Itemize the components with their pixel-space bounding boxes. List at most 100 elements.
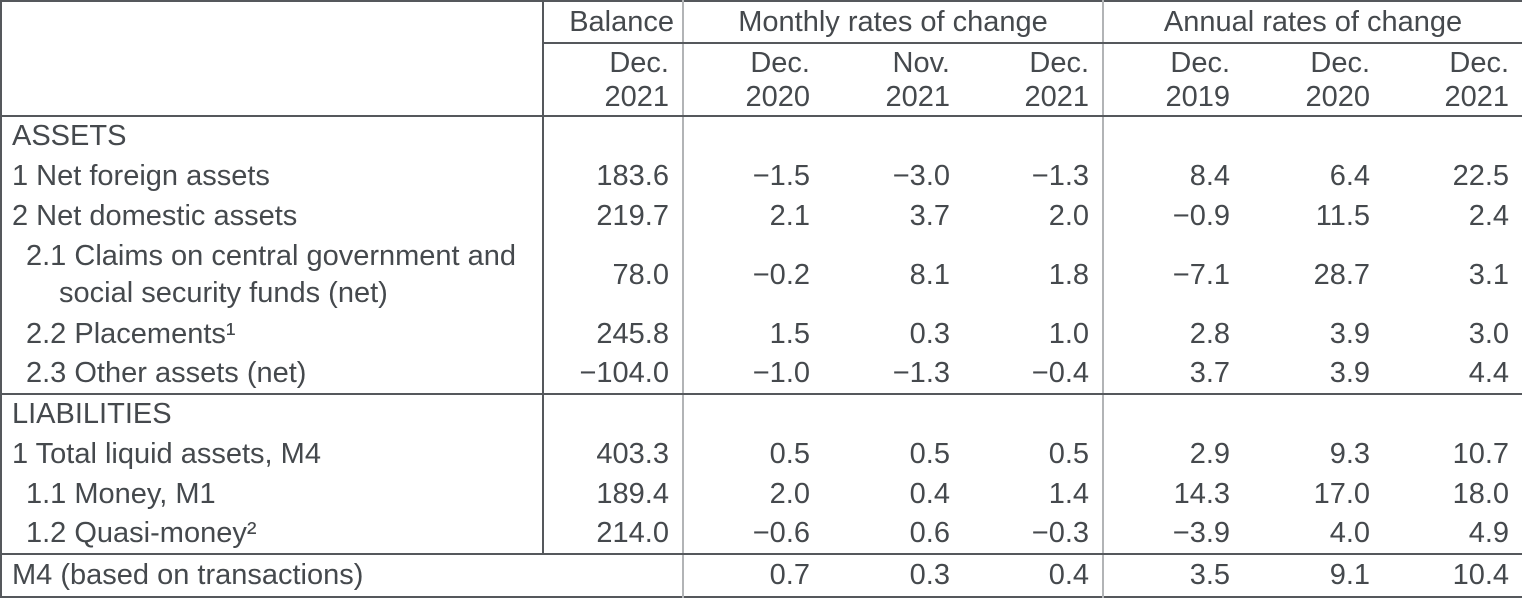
- period-month: Nov.: [892, 46, 950, 79]
- cell-rate: −3.9: [1103, 514, 1244, 555]
- cell-rate: 3.5: [1189, 559, 1231, 591]
- empty-cell: [963, 394, 1105, 434]
- period-year: 2021: [1444, 80, 1510, 113]
- table-row-quasi-money: 1.2 Quasi-money² 214.0 −0.6 0.6 −0.3 −3.…: [1, 514, 1522, 555]
- cell-rate: −0.4: [963, 354, 1105, 395]
- cell-rate: 10.7: [1452, 437, 1510, 470]
- section-row-liabilities: LIABILITIES: [1, 394, 1522, 434]
- column-header-balance: Balance: [543, 1, 684, 44]
- cell-rate: 1.0: [963, 314, 1105, 354]
- period-header-balance-dec-2021: Dec. 2021: [543, 43, 684, 117]
- header-period-row: Dec. 2021 Dec. 2020 Nov. 2021 Dec. 2021 …: [1, 43, 1522, 117]
- empty-cell: [683, 116, 823, 156]
- period-header-annual-dec-2020: Dec. 2020: [1243, 43, 1384, 117]
- cell-rate: 1.4: [963, 474, 1105, 514]
- period-header-monthly-dec-2021: Dec. 2021: [963, 43, 1105, 117]
- cell-rate: −0.3: [963, 514, 1105, 555]
- cell-rate: 0.5: [769, 437, 810, 470]
- cell-rate: 9.3: [1329, 437, 1371, 470]
- empty-cell: [1383, 394, 1522, 434]
- table-row-net-foreign-assets: 1 Net foreign assets 183.6 −1.5 −3.0 −1.…: [1, 156, 1522, 196]
- cell-rate: 0.5: [909, 437, 950, 470]
- cell-rate: −1.3: [823, 354, 963, 395]
- table-row-money-m1: 1.1 Money, M1 189.4 2.0 0.4 1.4 14.3 17.…: [1, 474, 1522, 514]
- cell-rate: 0.3: [909, 559, 950, 591]
- table-row-net-domestic-assets: 2 Net domestic assets 219.7 2.1 3.7 2.0 …: [1, 196, 1522, 236]
- cell-balance: 183.6: [543, 156, 684, 196]
- period-header-monthly-nov-2021: Nov. 2021: [823, 43, 963, 117]
- table-row-claims-on-central-government: 2.1 Claims on central government and soc…: [1, 236, 1522, 314]
- cell-rate: −0.6: [683, 514, 823, 555]
- empty-cell: [1383, 116, 1522, 156]
- table-row-other-assets: 2.3 Other assets (net) −104.0 −1.0 −1.3 …: [1, 354, 1522, 395]
- period-month: Dec.: [609, 46, 669, 79]
- cell-rate: 2.0: [769, 477, 810, 510]
- period-header-annual-dec-2021: Dec. 2021: [1383, 43, 1522, 117]
- cell-rate: 28.7: [1313, 258, 1371, 291]
- header-group-row: Balance Monthly rates of change Annual r…: [1, 1, 1522, 117]
- row-label: 2 Net domestic assets: [1, 196, 544, 236]
- cell-rate: 0.4: [909, 477, 950, 510]
- cell-rate: 0.3: [909, 317, 950, 350]
- cell-rate: 4.0: [1243, 514, 1384, 555]
- cell-rate: 9.1: [1329, 559, 1371, 591]
- cell-rate: −1.0: [683, 354, 823, 395]
- cell-rate: −1.5: [752, 159, 810, 192]
- table-row-total-liquid-assets-m4: 1 Total liquid assets, M4 403.3 0.5 0.5 …: [1, 434, 1522, 474]
- period-month: Dec.: [1310, 46, 1371, 79]
- cell-rate: 3.9: [1243, 354, 1384, 395]
- cell-balance: 78.0: [543, 236, 684, 314]
- table-row-m4-transactions: M4 (based on transactions) 0.7 0.3 0.4 3…: [1, 554, 1522, 597]
- period-year: 2021: [1024, 80, 1090, 113]
- cell-rate: −3.0: [892, 159, 950, 192]
- empty-cell: [1103, 116, 1243, 156]
- row-label: 2.1 Claims on central government and soc…: [1, 236, 544, 314]
- cell-rate: 1.5: [769, 317, 810, 350]
- period-year: 2020: [745, 80, 810, 113]
- section-row-assets: ASSETS: [1, 116, 1522, 156]
- row-label: 2.2 Placements¹: [1, 314, 544, 354]
- cell-rate: 22.5: [1452, 159, 1510, 192]
- section-title: LIABILITIES: [1, 394, 544, 434]
- period-header-annual-dec-2019: Dec. 2019: [1103, 43, 1244, 117]
- cell-rate: 0.7: [769, 559, 810, 591]
- cell-rate: 17.0: [1313, 477, 1371, 510]
- cell-rate: 1.8: [963, 236, 1105, 314]
- cell-rate: 3.9: [1329, 317, 1371, 350]
- empty-cell: [683, 394, 823, 434]
- period-month: Dec.: [1029, 46, 1090, 79]
- period-month: Dec.: [750, 46, 810, 79]
- cell-rate: 0.6: [823, 514, 963, 555]
- cell-rate: 0.5: [963, 434, 1105, 474]
- cell-rate: 3.0: [1468, 317, 1510, 350]
- period-year: 2019: [1165, 80, 1231, 113]
- column-group-annual-rates: Annual rates of change: [1103, 1, 1522, 44]
- row-label: 1.2 Quasi-money²: [1, 514, 544, 555]
- cell-rate: 8.4: [1189, 159, 1231, 192]
- column-group-monthly-rates: Monthly rates of change: [683, 1, 1105, 44]
- period-month: Dec.: [1449, 46, 1510, 79]
- cell-rate: 3.7: [909, 199, 950, 232]
- cell-rate: 6.4: [1329, 159, 1371, 192]
- cell-rate: 11.5: [1315, 199, 1371, 232]
- cell-rate: 3.1: [1468, 258, 1510, 291]
- cell-balance: 245.8: [543, 314, 684, 354]
- cell-balance: 214.0: [543, 514, 684, 555]
- row-label: 1.1 Money, M1: [1, 474, 544, 514]
- section-title: ASSETS: [1, 116, 544, 156]
- cell-rate: 3.7: [1103, 354, 1244, 395]
- cell-rate: 4.9: [1383, 514, 1522, 555]
- cell-rate: 2.0: [963, 196, 1105, 236]
- cell-rate: 0.4: [963, 554, 1105, 597]
- cell-rate: −1.3: [963, 156, 1105, 196]
- cell-rate: 8.1: [909, 258, 950, 291]
- cell-rate: 18.0: [1452, 477, 1510, 510]
- empty-cell: [1243, 116, 1383, 156]
- cell-balance: 189.4: [543, 474, 684, 514]
- cell-rate: 10.4: [1452, 559, 1510, 591]
- row-label: 2.3 Other assets (net): [1, 354, 544, 395]
- corner-empty-cell: [1, 1, 544, 117]
- cell-rate: 2.4: [1468, 199, 1510, 232]
- empty-cell: [543, 394, 684, 434]
